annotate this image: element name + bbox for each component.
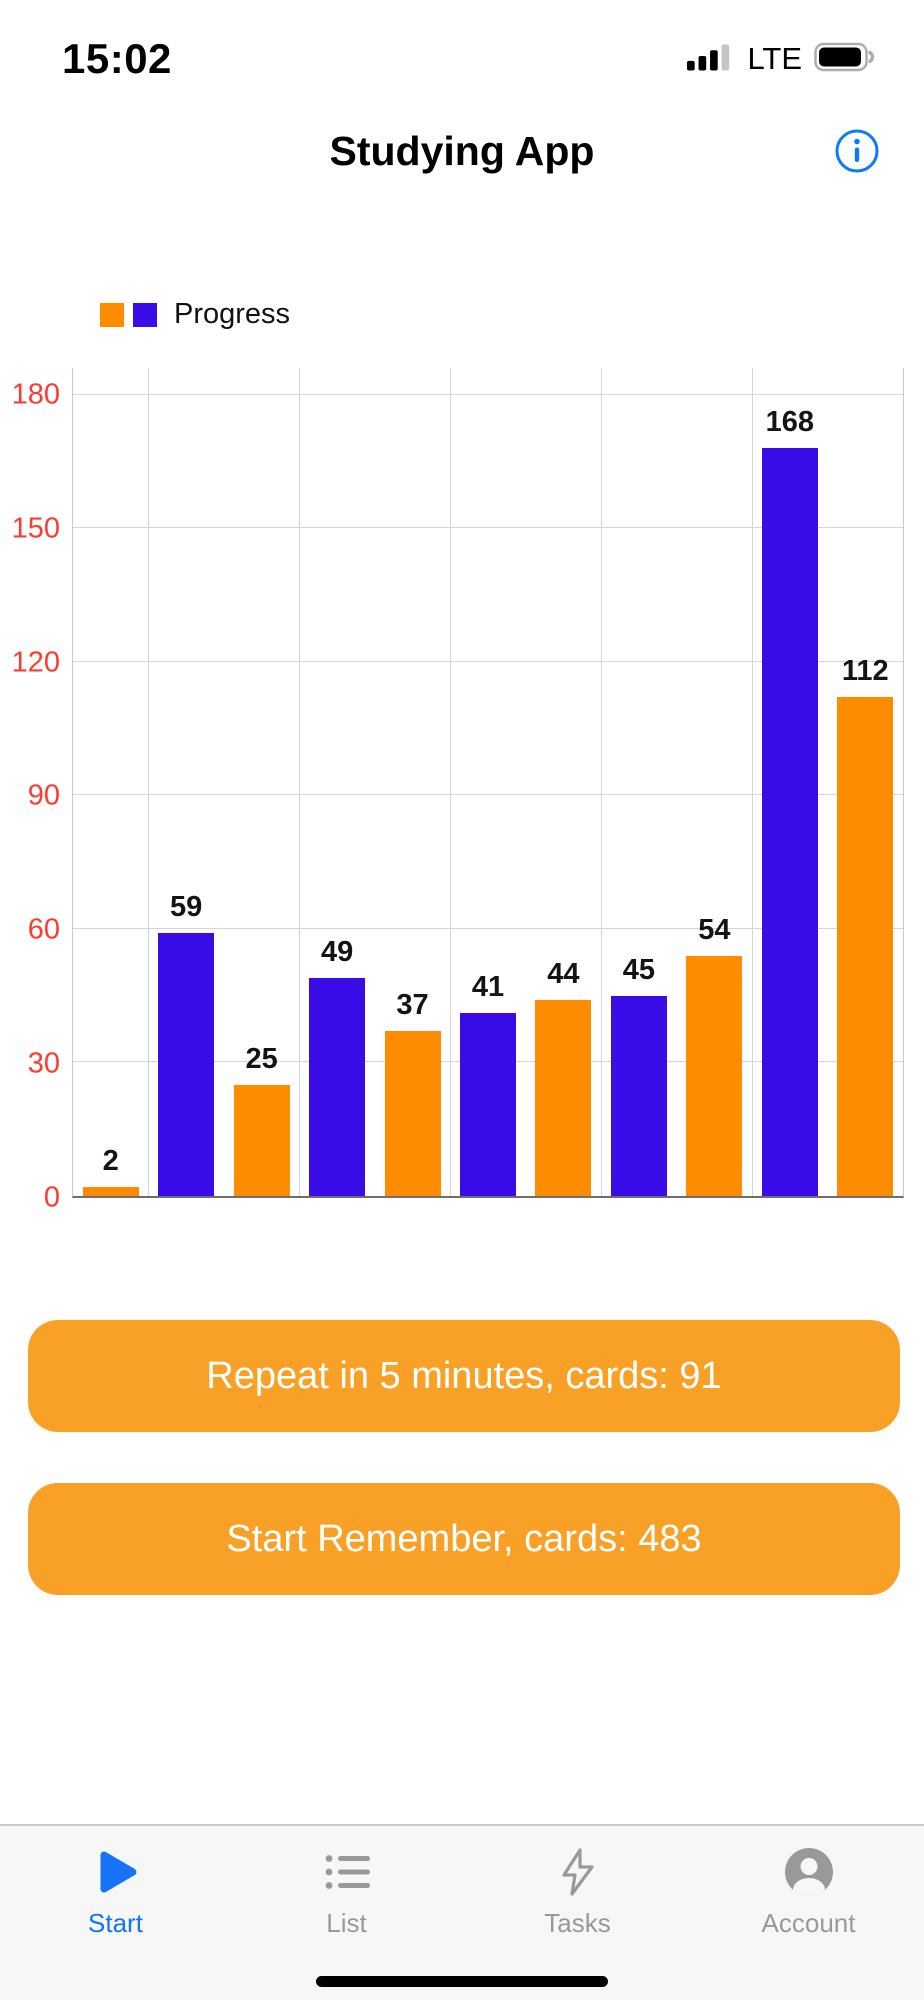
- legend-swatch-orange: [100, 302, 124, 327]
- h-gridline: [73, 393, 903, 395]
- v-gridline: [450, 368, 452, 1196]
- bar-value-label: 54: [698, 913, 731, 946]
- chart-plot: 2 59 25 49 37 41 44 45 54 168 112: [72, 368, 904, 1198]
- bar-value-label: 45: [622, 953, 656, 986]
- tab-label-tasks: Tasks: [544, 1908, 611, 1938]
- page-title: Studying App: [329, 127, 595, 174]
- bar: 25: [233, 1043, 290, 1196]
- y-tick-label: 0: [43, 1181, 60, 1214]
- status-icons: LTE: [687, 41, 878, 78]
- bar: 54: [686, 914, 743, 1196]
- list-icon: [319, 1844, 375, 1900]
- nav-header: Studying App: [0, 108, 924, 194]
- y-axis-labels: 0 30 60 90 120 150 180: [10, 368, 68, 1213]
- bar-slot: 54: [677, 368, 752, 1196]
- bar-slot: 49: [299, 368, 374, 1196]
- bar-slot: 112: [828, 368, 903, 1196]
- bar: 168: [761, 406, 818, 1196]
- bar-slot: 45: [601, 368, 676, 1196]
- legend-label: Progress: [174, 298, 291, 330]
- y-tick-label: 120: [11, 646, 60, 679]
- bar-slot: 41: [450, 368, 525, 1196]
- y-tick-label: 90: [27, 779, 60, 812]
- chart-legend: Progress: [100, 298, 290, 331]
- h-gridline: [73, 527, 903, 529]
- bar: 37: [384, 989, 441, 1196]
- bar-slot: 2: [73, 368, 148, 1196]
- v-gridline: [601, 368, 603, 1196]
- h-gridline: [73, 660, 903, 662]
- legend-swatch-blue: [133, 302, 157, 327]
- v-gridline: [299, 368, 301, 1196]
- y-tick-label: 180: [11, 378, 60, 411]
- network-type-label: LTE: [747, 41, 802, 76]
- y-tick-label: 30: [27, 1047, 60, 1080]
- bar-value-label: 59: [170, 891, 203, 924]
- y-tick-label: 150: [11, 512, 60, 545]
- repeat-button[interactable]: Repeat in 5 minutes, cards: 91: [28, 1320, 900, 1432]
- status-time: 15:02: [62, 35, 172, 82]
- v-gridline: [752, 368, 754, 1196]
- bar-value-label: 25: [245, 1042, 278, 1075]
- status-bar: 15:02 LTE: [0, 0, 924, 108]
- h-gridline: [73, 927, 903, 929]
- bar-value-label: 112: [841, 655, 889, 688]
- bar: 49: [309, 936, 366, 1196]
- bar: 41: [459, 971, 516, 1196]
- tab-account[interactable]: Account: [693, 1826, 924, 1939]
- start-remember-button[interactable]: Start Remember, cards: 483: [28, 1483, 900, 1595]
- bar: 44: [535, 958, 592, 1196]
- bar-value-label: 37: [396, 989, 429, 1022]
- h-gridline: [73, 794, 903, 796]
- bar-slot: 168: [752, 368, 827, 1196]
- bar-value-label: 168: [765, 406, 814, 439]
- v-gridline: [148, 368, 150, 1196]
- bar-value-label: 44: [547, 958, 580, 991]
- play-icon: [88, 1844, 144, 1900]
- bar-slot: 44: [526, 368, 601, 1196]
- bar: 45: [610, 954, 667, 1196]
- bar-slot: 25: [224, 368, 299, 1196]
- battery-icon: [814, 41, 878, 78]
- tab-label-list: List: [326, 1908, 367, 1938]
- bar: 112: [837, 655, 894, 1196]
- tab-label-account: Account: [761, 1908, 856, 1938]
- y-tick-label: 60: [27, 913, 60, 946]
- bar-slot: 59: [148, 368, 223, 1196]
- home-indicator[interactable]: [316, 1976, 608, 1987]
- bar-value-label: 2: [102, 1145, 119, 1178]
- tab-list[interactable]: List: [231, 1826, 462, 1939]
- tab-label-start: Start: [88, 1908, 143, 1938]
- info-icon[interactable]: [834, 128, 880, 174]
- bar: 59: [158, 891, 215, 1196]
- account-icon: [781, 1844, 837, 1900]
- bar-value-label: 49: [320, 935, 354, 968]
- tab-bar: Start List Tasks: [0, 1824, 924, 2000]
- tab-start[interactable]: Start: [0, 1826, 231, 1939]
- cellular-signal-icon: [687, 41, 735, 78]
- progress-bar-chart: 0 30 60 90 120 150 180 2 59 25 49 37 41 44 45 54 168 112: [10, 368, 904, 1214]
- tab-tasks[interactable]: Tasks: [462, 1826, 693, 1939]
- bars: 2 59 25 49 37 41 44 45 54 168 112: [73, 368, 903, 1196]
- bar-value-label: 41: [471, 971, 505, 1004]
- bolt-icon: [550, 1844, 606, 1900]
- bar: 2: [82, 1145, 139, 1196]
- bar-slot: 37: [375, 368, 450, 1196]
